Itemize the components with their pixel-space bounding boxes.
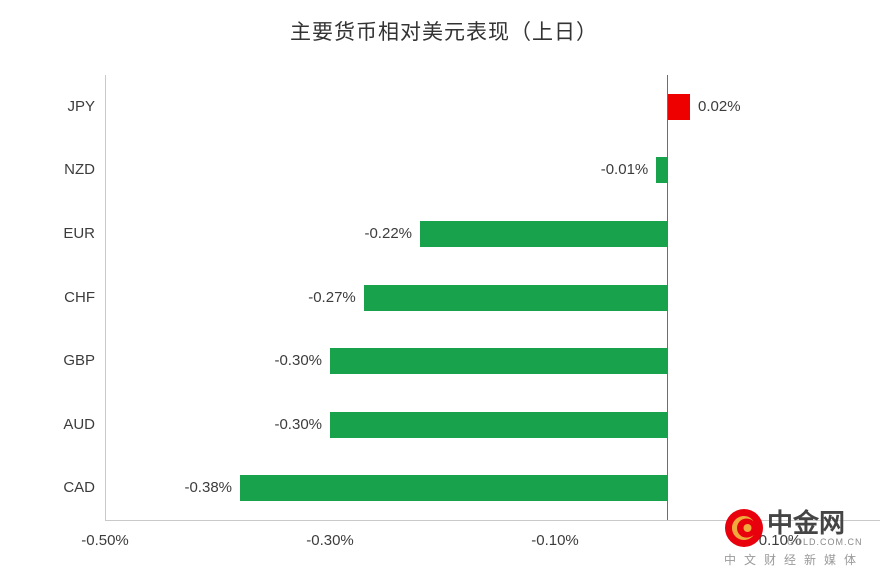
x-tick-label: -0.50%: [81, 532, 129, 549]
watermark-brand: 中金网: [767, 507, 846, 538]
value-label: -0.30%: [274, 415, 322, 433]
watermark-domain: GOLD.COM.CN: [787, 536, 863, 547]
chart-title: 主要货币相对美元表现（上日）: [290, 21, 598, 44]
zero-baseline: [667, 75, 668, 520]
bar: [667, 93, 690, 120]
category-label: CHF: [64, 288, 95, 306]
bar: [330, 348, 668, 375]
x-axis-line: [105, 520, 880, 521]
value-label: -0.30%: [274, 352, 322, 370]
bar: [330, 411, 668, 438]
bar: [363, 284, 668, 311]
watermark-logo-icon: [724, 508, 764, 548]
category-label: CAD: [63, 479, 95, 497]
bar: [240, 475, 668, 502]
bar: [656, 157, 668, 184]
bar: [420, 220, 668, 247]
category-label: EUR: [63, 224, 95, 242]
value-label: -0.22%: [364, 224, 412, 242]
category-label: AUD: [63, 415, 95, 433]
x-tick-label: -0.30%: [306, 532, 354, 549]
x-tick-label: -0.10%: [531, 532, 579, 549]
y-axis-line: [105, 75, 106, 520]
category-label: JPY: [67, 97, 95, 115]
watermark: 中金网 GOLD.COM.CN 中文财经新媒体: [724, 508, 884, 568]
value-label: -0.27%: [308, 288, 356, 306]
value-label: -0.01%: [600, 161, 649, 179]
category-label: NZD: [64, 161, 95, 179]
value-label: 0.02%: [698, 97, 741, 115]
x-tick-label: 0.10%: [758, 532, 802, 549]
watermark-tagline: 中文财经新媒体: [724, 553, 865, 567]
value-label: -0.38%: [184, 479, 232, 497]
category-label: GBP: [63, 352, 95, 370]
